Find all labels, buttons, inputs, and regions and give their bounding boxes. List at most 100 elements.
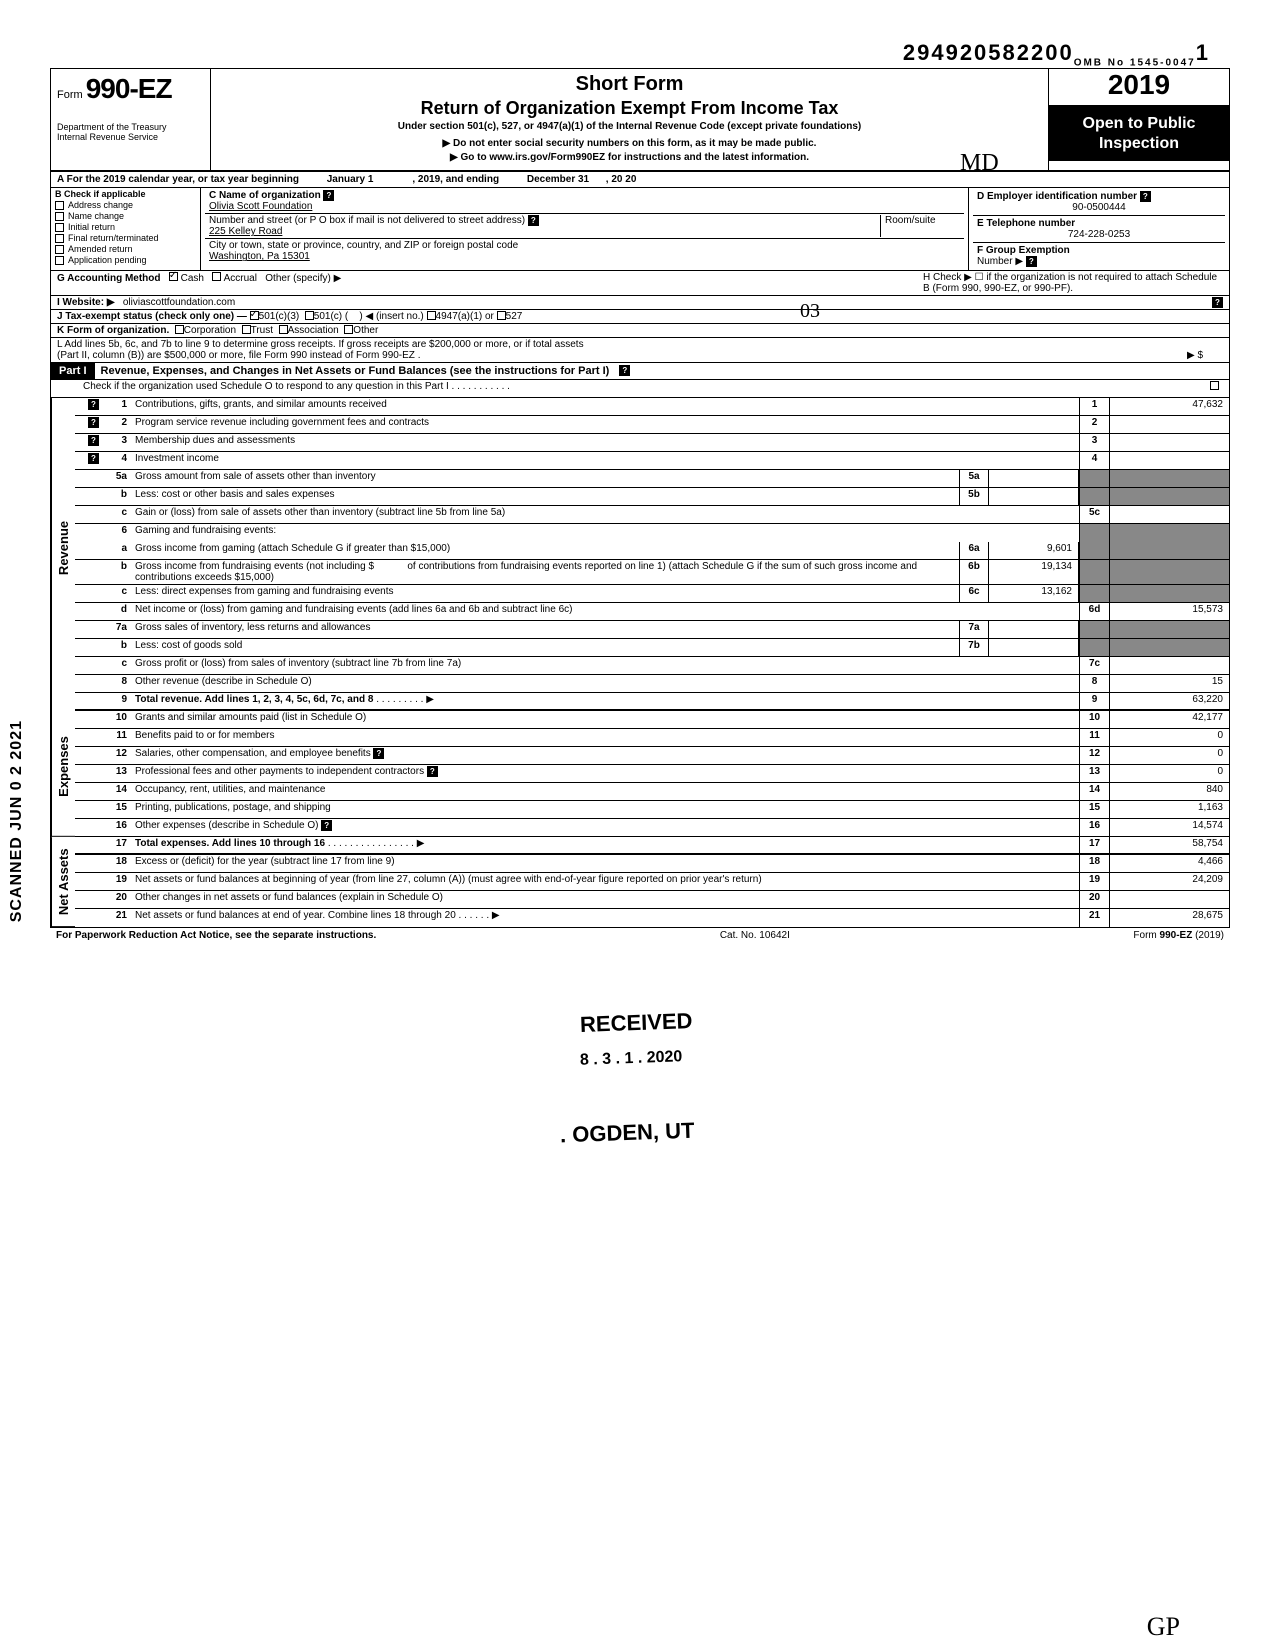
c-city-row: City or town, state or province, country…: [205, 239, 964, 263]
line-7c: c Gross profit or (loss) from sales of i…: [75, 657, 1229, 675]
tax-year: 2019: [1049, 69, 1229, 106]
org-name: Olivia Scott Foundation: [209, 201, 312, 212]
cb-name-change[interactable]: Name change: [55, 211, 196, 221]
line-6b-sub: 6b: [959, 560, 989, 584]
return-title: Return of Organization Exempt From Incom…: [219, 98, 1040, 119]
period-end-year: , 20 20: [606, 174, 637, 185]
line-2-val: [1109, 416, 1229, 433]
row-g-h: G Accounting Method Cash Accrual Other (…: [51, 270, 1229, 296]
stamp-date: 8 . 3 . 1 . 2020: [580, 1048, 683, 1070]
line-5c-val: [1109, 506, 1229, 523]
j-insert: ) ◀ (insert no.): [359, 311, 423, 322]
line-4-val: [1109, 452, 1229, 469]
dln-main: 294920582200: [903, 40, 1074, 65]
cb-initial-return[interactable]: Initial return: [55, 222, 196, 232]
line-6c-desc: Less: direct expenses from gaming and fu…: [131, 585, 959, 602]
line-14: 14 Occupancy, rent, utilities, and maint…: [75, 783, 1229, 801]
line-6c-subval: 13,162: [989, 585, 1079, 602]
form-header: Form 990-EZ Department of the Treasury I…: [51, 69, 1229, 172]
cb-527[interactable]: [497, 311, 506, 320]
scanned-stamp: SCANNED JUN 0 2 2021: [8, 720, 26, 922]
period-end-month: December 31: [527, 174, 589, 185]
line-18: 18 Excess or (deficit) for the year (sub…: [75, 855, 1229, 873]
line-7b-desc: Less: cost of goods sold: [131, 639, 959, 656]
j-501c3: 501(c)(3): [259, 311, 300, 322]
k-assoc: Association: [288, 325, 339, 336]
g-label: G Accounting Method: [57, 273, 161, 284]
line-8-val: 15: [1109, 675, 1229, 692]
cb-address-change[interactable]: Address change: [55, 200, 196, 210]
line-8-desc: Other revenue (describe in Schedule O): [131, 675, 1079, 692]
cb-cash[interactable]: [169, 272, 178, 281]
line-6b-subval: 19,134: [989, 560, 1079, 584]
b-header: B Check if applicable: [55, 189, 196, 199]
cb-other[interactable]: [344, 325, 353, 334]
cb-501c3[interactable]: [250, 311, 259, 320]
dept-treasury: Department of the Treasury Internal Reve…: [57, 123, 204, 143]
line-5b: b Less: cost or other basis and sales ex…: [75, 488, 1229, 506]
line-7a-sub: 7a: [959, 621, 989, 638]
line-15: 15 Printing, publications, postage, and …: [75, 801, 1229, 819]
row-i: I Website: ▶ oliviascottfoundation.com ?: [51, 296, 1229, 310]
cb-final-return[interactable]: Final return/terminated: [55, 233, 196, 243]
line-6c-sub: 6c: [959, 585, 989, 602]
org-city: Washington, Pa 15301: [209, 251, 310, 262]
line-11-val: 0: [1109, 729, 1229, 746]
dln-suffix: 1: [1196, 40, 1210, 65]
c-name-label: C Name of organization: [209, 190, 321, 201]
header-left: Form 990-EZ Department of the Treasury I…: [51, 69, 211, 170]
line-19-val: 24,209: [1109, 873, 1229, 890]
line-5a: 5a Gross amount from sale of assets othe…: [75, 470, 1229, 488]
cb-schedule-o[interactable]: [1210, 381, 1219, 390]
cb-accrual[interactable]: [212, 272, 221, 281]
cb-4947[interactable]: [427, 311, 436, 320]
line-20-val: [1109, 891, 1229, 908]
line-17: 17 Total expenses. Add lines 10 through …: [75, 837, 1229, 855]
under-section: Under section 501(c), 527, or 4947(a)(1)…: [219, 121, 1040, 132]
cb-501c[interactable]: [305, 311, 314, 320]
handwritten-initials: MD: [960, 150, 999, 177]
g-other: Other (specify) ▶: [265, 273, 341, 284]
ein-label: D Employer identification number: [977, 191, 1137, 202]
part1-body: Revenue Expenses Net Assets ? 1 Contribu…: [51, 398, 1229, 927]
part1-label: Part I: [51, 363, 95, 379]
line-6d-desc: Net income or (loss) from gaming and fun…: [131, 603, 1079, 620]
help-icon: ?: [427, 766, 438, 777]
part1-check-text: Check if the organization used Schedule …: [83, 381, 449, 392]
line-5c-desc: Gain or (loss) from sale of assets other…: [131, 506, 1079, 523]
city-label: City or town, state or province, country…: [209, 240, 518, 251]
line-6a-desc: Gross income from gaming (attach Schedul…: [131, 542, 959, 559]
k-other: Other: [353, 325, 378, 336]
period-prefix: A For the 2019 calendar year, or tax yea…: [57, 174, 299, 185]
cb-app-pending[interactable]: Application pending: [55, 255, 196, 265]
h-text: H Check ▶ ☐ if the organization is not r…: [923, 272, 1223, 294]
cb-assoc[interactable]: [279, 325, 288, 334]
side-labels: Revenue Expenses Net Assets: [51, 398, 75, 927]
cb-amended[interactable]: Amended return: [55, 244, 196, 254]
cb-trust[interactable]: [242, 325, 251, 334]
org-street: 225 Kelley Road: [209, 226, 282, 237]
line-7a: 7a Gross sales of inventory, less return…: [75, 621, 1229, 639]
cb-corp[interactable]: [175, 325, 184, 334]
dept-line2: Internal Revenue Service: [57, 133, 204, 143]
period-mid: , 2019, and ending: [412, 174, 499, 185]
line-2: ? 2 Program service revenue including go…: [75, 416, 1229, 434]
line-21-desc: Net assets or fund balances at end of ye…: [135, 910, 456, 921]
line-6: 6 Gaming and fundraising events:: [75, 524, 1229, 542]
lines-container: ? 1 Contributions, gifts, grants, and si…: [75, 398, 1229, 927]
line-6c: c Less: direct expenses from gaming and …: [75, 585, 1229, 603]
j-501c: 501(c) (: [314, 311, 348, 322]
i-label: I Website: ▶: [57, 297, 115, 308]
stamp-ogden: . OGDEN, UT: [560, 1118, 695, 1149]
phone-value: 724-228-0253: [977, 229, 1221, 240]
part1-title: Revenue, Expenses, and Changes in Net As…: [95, 363, 616, 379]
open-public-badge: Open to Public Inspection: [1049, 106, 1229, 160]
line-7c-desc: Gross profit or (loss) from sales of inv…: [131, 657, 1079, 674]
help-icon: ?: [373, 748, 384, 759]
section-def: D Employer identification number ? 90-05…: [969, 188, 1229, 270]
line-11: 11 Benefits paid to or for members 11 0: [75, 729, 1229, 747]
line-5c: c Gain or (loss) from sale of assets oth…: [75, 506, 1229, 524]
form-990ez: Form 990-EZ Department of the Treasury I…: [50, 68, 1230, 928]
j-527: 527: [506, 311, 523, 322]
line-6a: a Gross income from gaming (attach Sched…: [75, 542, 1229, 560]
